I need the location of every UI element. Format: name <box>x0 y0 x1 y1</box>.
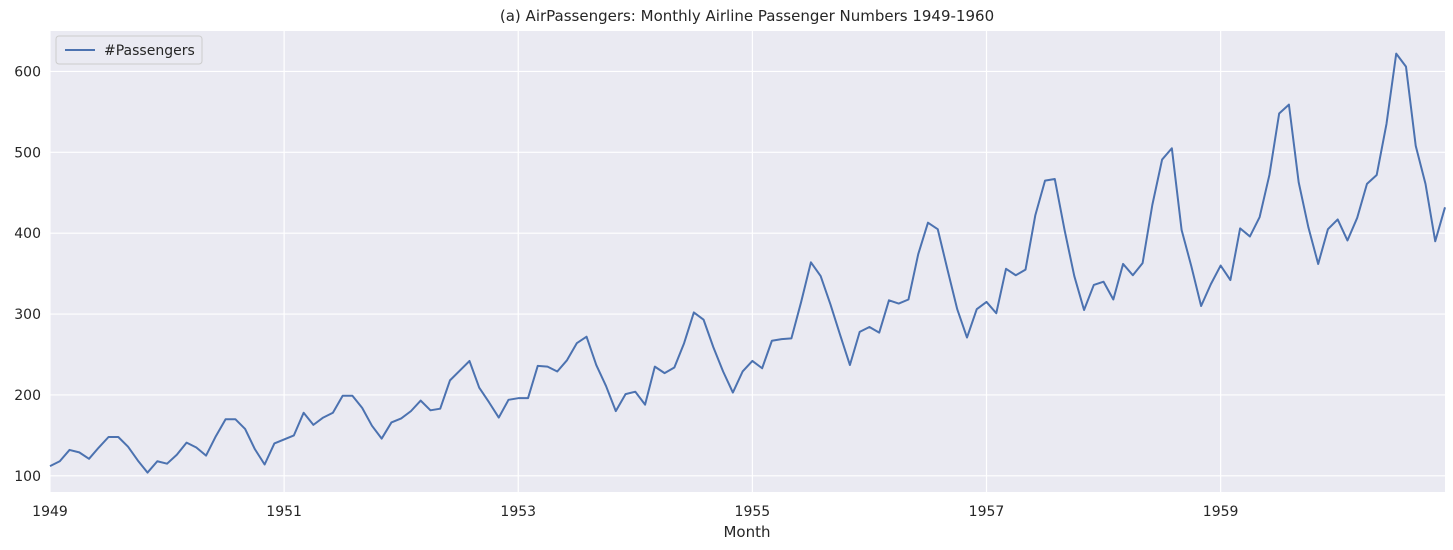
chart-title: (a) AirPassengers: Monthly Airline Passe… <box>500 7 994 25</box>
x-tick-label: 1949 <box>32 504 68 520</box>
plot-area <box>50 31 1445 492</box>
y-tick-label: 600 <box>14 64 41 80</box>
x-tick-label: 1957 <box>969 504 1005 520</box>
y-tick-label: 500 <box>14 145 41 161</box>
grid <box>49 31 1445 492</box>
y-tick-label: 100 <box>14 469 41 485</box>
x-tick-label: 1955 <box>735 504 771 520</box>
x-tick-label: 1951 <box>266 504 302 520</box>
x-tick-label: 1959 <box>1203 504 1239 520</box>
series-layer <box>49 52 1446 474</box>
y-tick-label: 300 <box>14 307 41 323</box>
y-tick-label: 400 <box>14 226 41 242</box>
y-axis: 100 200 300 400 500 600 <box>14 64 41 484</box>
x-axis: 1949 1951 1953 1955 1957 1959 <box>32 504 1238 520</box>
legend-box <box>55 35 203 65</box>
y-tick-label: 200 <box>14 388 41 404</box>
legend-label: #Passengers <box>104 43 195 59</box>
x-axis-label: Month <box>723 523 770 541</box>
x-tick-label: 1953 <box>500 504 536 520</box>
series-line <box>49 52 1446 474</box>
legend: #Passengers <box>55 35 203 65</box>
